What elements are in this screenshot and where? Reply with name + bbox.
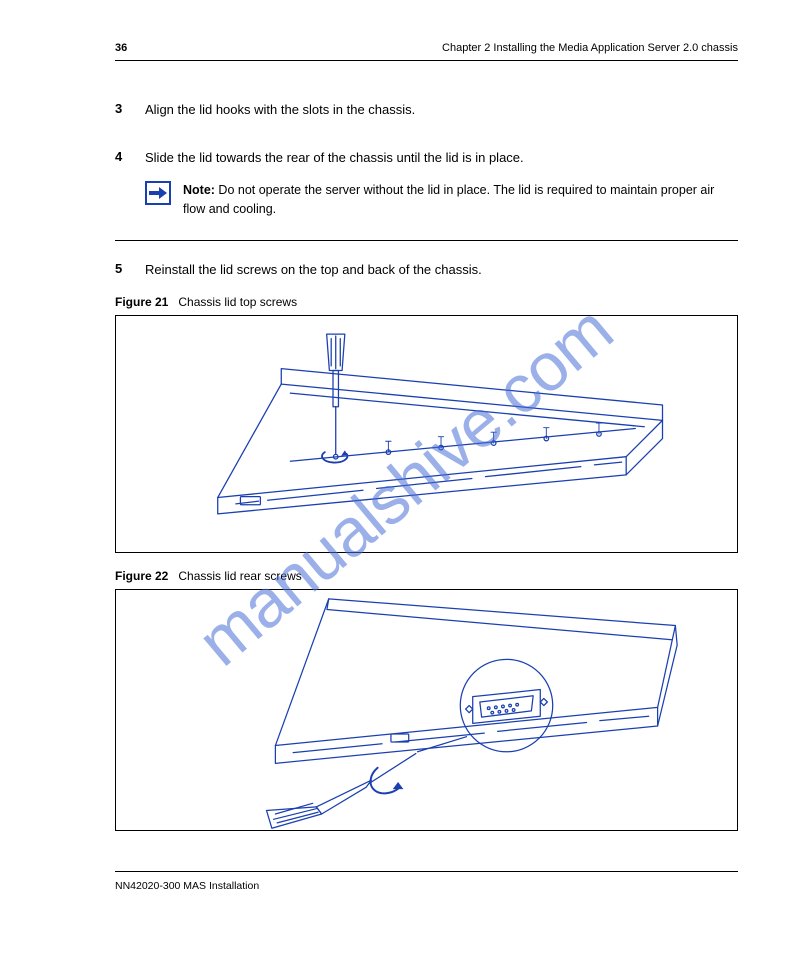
- figure-22: [115, 589, 738, 831]
- page-footer: NN42020-300 MAS Installation: [115, 871, 738, 892]
- arrow-right-icon: [145, 181, 171, 205]
- step-4-block: 4 Slide the lid towards the rear of the …: [115, 149, 738, 831]
- step-5-text: Reinstall the lid screws on the top and …: [145, 261, 482, 279]
- figure-21-label: Figure 21: [115, 295, 168, 309]
- figure-22-caption: Figure 22 Chassis lid rear screws: [115, 569, 738, 583]
- figure-21-caption: Figure 21 Chassis lid top screws: [115, 295, 738, 309]
- chapter-title: Chapter 2 Installing the Media Applicati…: [442, 42, 738, 54]
- step-5-number: 5: [115, 261, 129, 276]
- note-text: Note: Do not operate the server without …: [183, 181, 738, 217]
- step-4-text: Slide the lid towards the rear of the ch…: [145, 149, 524, 167]
- figure-22-label: Figure 22: [115, 569, 168, 583]
- step-4-number: 4: [115, 149, 129, 164]
- separator-rule: [115, 240, 738, 241]
- page-header: 36 Chapter 2 Installing the Media Applic…: [115, 42, 738, 61]
- footer-text: NN42020-300 MAS Installation: [115, 880, 259, 892]
- step-3-block: 3 Align the lid hooks with the slots in …: [115, 101, 738, 119]
- chassis-rear-screws-drawing: [116, 590, 737, 830]
- note-block: Note: Do not operate the server without …: [145, 181, 738, 217]
- figure-21-title: Chassis lid top screws: [178, 295, 297, 309]
- note-body: Do not operate the server without the li…: [183, 183, 714, 215]
- note-label: Note:: [183, 183, 215, 197]
- page-number: 36: [115, 42, 127, 54]
- figure-21: [115, 315, 738, 553]
- step-3-text: Align the lid hooks with the slots in th…: [145, 101, 415, 119]
- chassis-top-screws-drawing: [116, 316, 737, 552]
- figure-22-title: Chassis lid rear screws: [178, 569, 301, 583]
- step-3-number: 3: [115, 101, 129, 116]
